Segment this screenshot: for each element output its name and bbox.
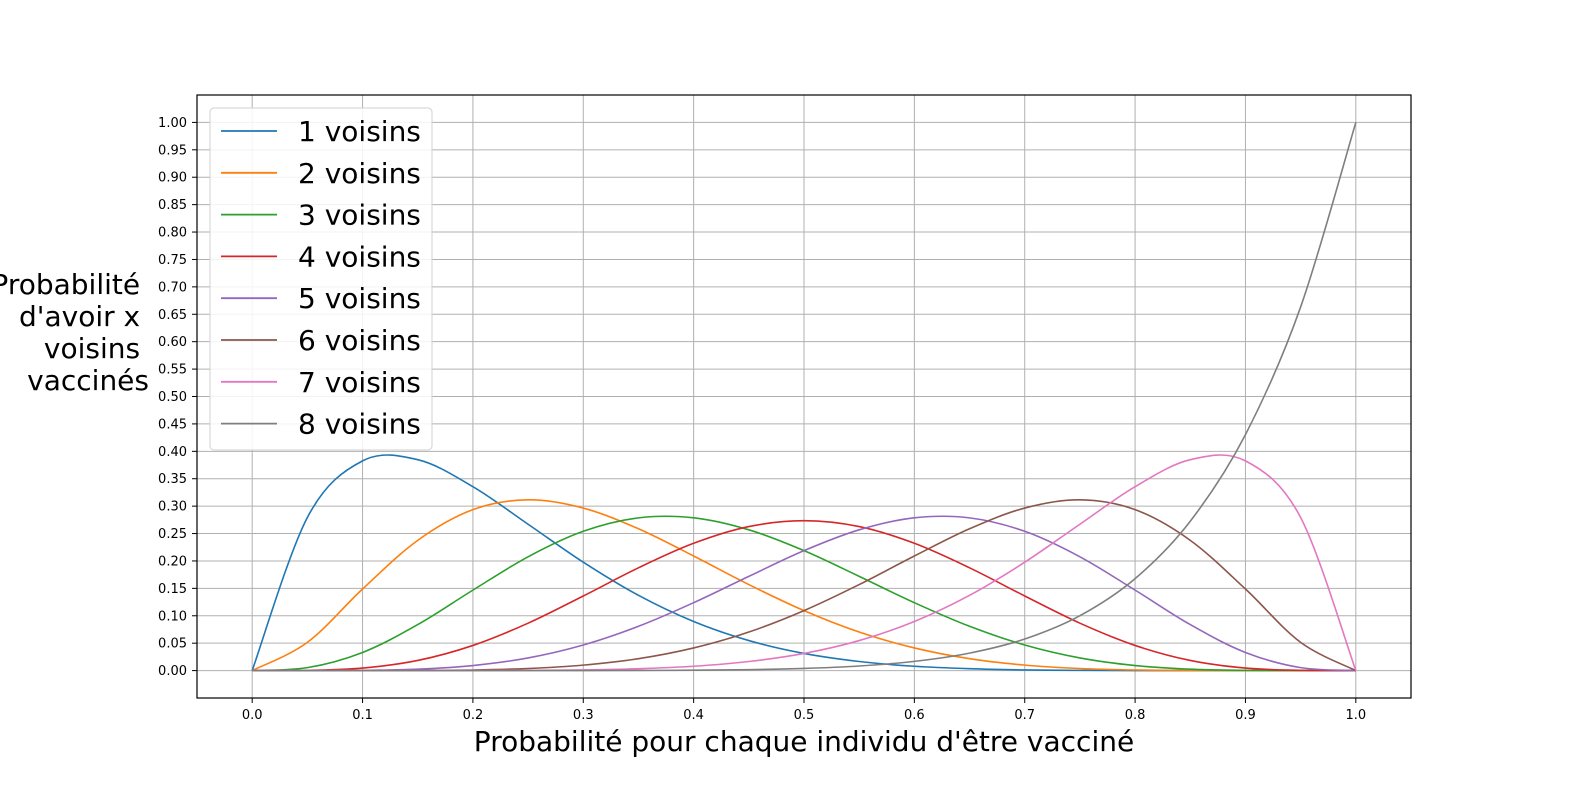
y-tick-label: 0.35 — [158, 472, 187, 487]
legend-label: 6 voisins — [298, 324, 421, 357]
y-tick-label: 0.70 — [158, 280, 187, 295]
series-lines — [251, 122, 1357, 672]
y-axis-label-line-4: vaccinés — [27, 364, 149, 397]
y-axis-label: Probabilité d'avoir x voisins vaccinés — [0, 268, 149, 397]
y-tick-label: 0.20 — [158, 554, 187, 569]
series-line-5 — [252, 515, 1356, 672]
x-tick-label: 0.8 — [1125, 708, 1146, 723]
x-tick-label: 0.5 — [794, 708, 815, 723]
y-axis-label-line-3: voisins — [44, 332, 140, 365]
y-tick-label: 0.45 — [158, 417, 187, 432]
x-tick-label: 0.1 — [352, 708, 373, 723]
y-tick-label: 0.60 — [158, 335, 187, 350]
y-tick-label: 0.85 — [158, 198, 187, 213]
y-tick-label: 0.75 — [158, 253, 187, 268]
y-tick-label: 1.00 — [158, 116, 187, 131]
y-tick-label: 0.95 — [158, 143, 187, 158]
legend-label: 5 voisins — [298, 282, 421, 315]
y-tick-label: 0.65 — [158, 308, 187, 323]
y-axis-label-line-1: Probabilité — [0, 268, 140, 301]
y-tick-label: 0.30 — [158, 500, 187, 515]
x-tick-label: 0.4 — [683, 708, 704, 723]
x-axis-ticks: 0.0 0.1 0.2 0.3 0.4 0.5 0.6 0.7 0.8 0.9 1.0 — [242, 698, 1366, 723]
legend-label: 7 voisins — [298, 366, 421, 399]
y-tick-label: 0.15 — [158, 582, 187, 597]
legend-label: 8 voisins — [298, 408, 421, 441]
legend-box — [209, 107, 433, 451]
x-tick-label: 0.0 — [242, 708, 263, 723]
y-tick-label: 0.80 — [158, 226, 187, 241]
x-tick-label: 0.2 — [463, 708, 484, 723]
legend-label: 4 voisins — [298, 240, 421, 273]
legend-label: 1 voisins — [298, 115, 421, 148]
y-tick-label: 0.10 — [158, 609, 187, 624]
y-tick-label: 0.90 — [158, 171, 187, 186]
legend-label: 3 voisins — [298, 199, 421, 232]
y-tick-label: 0.05 — [158, 637, 187, 652]
x-tick-label: 0.7 — [1014, 708, 1035, 723]
grid-lines — [197, 95, 1411, 698]
y-tick-label: 0.40 — [158, 445, 187, 460]
x-tick-label: 0.3 — [573, 708, 594, 723]
series-line-8 — [252, 122, 1357, 672]
legend-label: 2 voisins — [298, 157, 421, 190]
y-axis-label-line-2: d'avoir x — [19, 300, 140, 333]
y-tick-label: 0.50 — [158, 390, 187, 405]
y-tick-label: 0.55 — [158, 363, 187, 378]
x-axis-label: Probabilité pour chaque individu d'être … — [474, 725, 1134, 758]
y-tick-label: 0.00 — [158, 664, 187, 679]
x-tick-label: 1.0 — [1345, 708, 1366, 723]
y-axis-ticks: 0.00 0.05 0.10 0.15 0.20 0.25 0.30 0.35 0.40 0.45… — [158, 116, 197, 679]
series-line-4 — [252, 519, 1356, 672]
x-tick-label: 0.6 — [904, 708, 925, 723]
x-tick-label: 0.9 — [1235, 708, 1256, 723]
y-tick-label: 0.25 — [158, 527, 187, 542]
legend: 1 voisins 2 voisins 3 voisins 4 voisins 5 vo… — [209, 107, 433, 451]
